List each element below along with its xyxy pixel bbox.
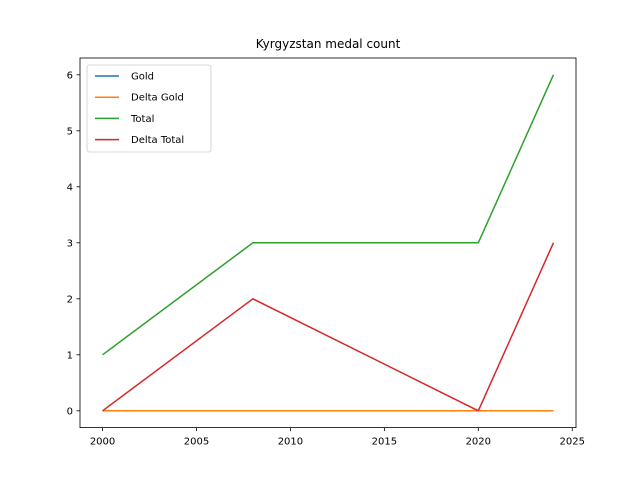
series-layer xyxy=(102,74,555,412)
y-tick-label: 3 xyxy=(67,238,73,249)
x-tick-label: 2005 xyxy=(184,437,209,448)
series-line-delta-total xyxy=(102,242,555,412)
y-tick-label: 6 xyxy=(67,70,73,81)
plot-area: 2000 2005 2010 2015 2020 2025 0 1 2 3 4 5 6 xyxy=(67,57,585,448)
series-line-total xyxy=(102,74,555,356)
x-tick-label: 2020 xyxy=(466,437,491,448)
x-tick-label: 2000 xyxy=(90,437,115,448)
y-tick-label: 1 xyxy=(67,350,73,361)
y-tick-label: 0 xyxy=(67,406,73,417)
legend-label-total: Total xyxy=(130,114,154,125)
legend-label-delta-gold: Delta Gold xyxy=(131,93,184,104)
x-tick-label: 2015 xyxy=(372,437,397,448)
x-tick-label: 2010 xyxy=(278,437,303,448)
y-tick-label: 2 xyxy=(67,294,73,305)
y-axis: 0 1 2 3 4 5 6 xyxy=(67,70,80,417)
legend-label-gold: Gold xyxy=(131,72,154,83)
chart-title: Kyrgyzstan medal count xyxy=(256,37,401,51)
legend: Gold Delta Gold Total Delta Total xyxy=(86,64,212,153)
y-tick-label: 4 xyxy=(67,182,73,193)
legend-frame xyxy=(86,64,212,153)
x-tick-label: 2025 xyxy=(560,437,585,448)
x-axis: 2000 2005 2010 2015 2020 2025 xyxy=(90,427,585,448)
y-tick-label: 5 xyxy=(67,126,73,137)
legend-label-delta-total: Delta Total xyxy=(131,135,184,146)
